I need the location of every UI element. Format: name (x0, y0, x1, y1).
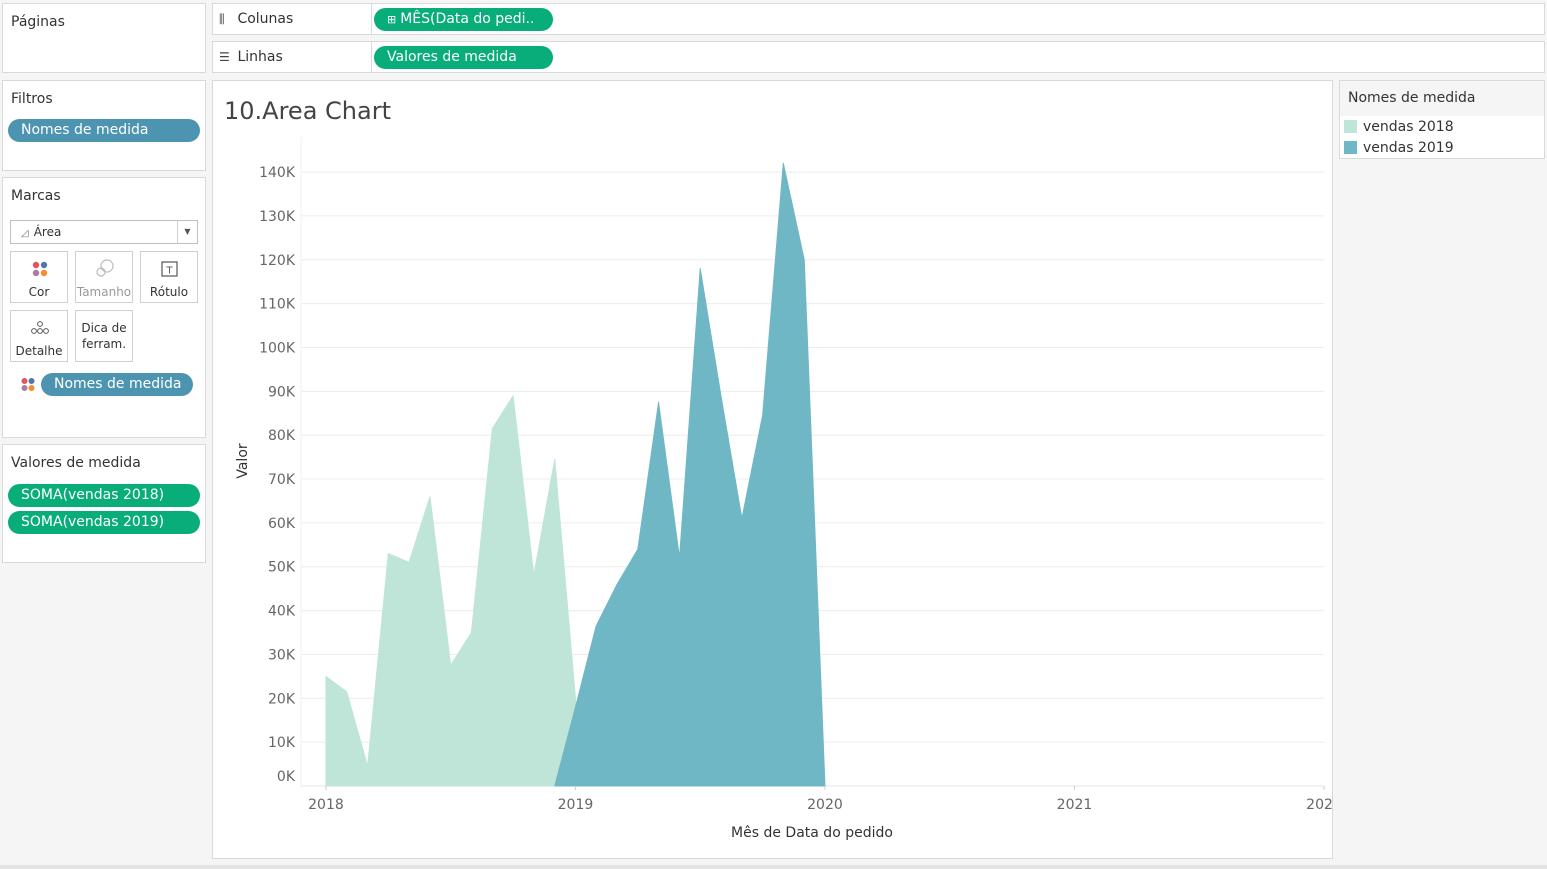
columns-icon: ⫼ (219, 12, 225, 26)
legend-swatch (1344, 141, 1357, 154)
chart-view: 10.Area Chart 0K 10K 20K 30K 40K 50K 60K 70K 80K… (212, 80, 1333, 859)
y-tick-label: 90K (268, 384, 296, 400)
rows-icon: ☰ (219, 50, 230, 64)
color-icon (21, 378, 35, 391)
y-tick-label: 50K (268, 560, 296, 576)
legend-item-2018[interactable]: vendas 2018 (1344, 118, 1454, 136)
columns-shelf-label: ⫼ Colunas (219, 4, 293, 34)
y-tick-label: 20K (268, 691, 296, 707)
y-tick-label: 60K (268, 516, 296, 532)
pages-title: Páginas (11, 14, 65, 30)
expand-icon[interactable]: ⊞ (387, 13, 397, 26)
marks-card: Marcas ◿ Área ▼ Cor Tamanho T Rótulo Deta… (2, 177, 206, 438)
color-icon (32, 261, 48, 277)
x-tick-label: 2021 (1057, 797, 1093, 813)
filters-title: Filtros (11, 91, 53, 107)
marks-title: Marcas (11, 188, 61, 204)
text-icon: T (161, 261, 178, 277)
area-icon: ◿ (21, 228, 29, 239)
legend-item-2019[interactable]: vendas 2019 (1344, 139, 1454, 157)
series-layer (325, 162, 826, 787)
size-button[interactable]: Tamanho (75, 251, 133, 303)
legend-header (1340, 81, 1544, 116)
measure-pill-2019[interactable]: SOMA(vendas 2019) (8, 511, 200, 534)
measure-values-title: Valores de medida (11, 455, 141, 471)
chart-title: 10.Area Chart (224, 97, 391, 125)
columns-pill[interactable]: ⊞ MÊS(Data do pedi.. (374, 8, 553, 31)
y-tick-label: 130K (259, 209, 296, 225)
y-tick-label: 100K (259, 340, 296, 356)
y-tick-label: 30K (268, 647, 296, 663)
y-tick-label: 80K (268, 428, 296, 444)
columns-shelf[interactable]: ⫼ Colunas ⊞ MÊS(Data do pedi.. (212, 3, 1545, 35)
measure-pill-2018[interactable]: SOMA(vendas 2018) (8, 484, 200, 507)
legend-swatch (1344, 120, 1357, 133)
rows-pill[interactable]: Valores de medida (374, 46, 553, 69)
chevron-down-icon[interactable]: ▼ (177, 221, 197, 243)
legend-title: Nomes de medida (1348, 90, 1476, 106)
rows-shelf-label: ☰ Linhas (219, 42, 283, 72)
y-tick-label: 10K (268, 735, 296, 751)
filters-card[interactable]: Filtros Nomes de medida (2, 80, 206, 171)
y-tick-label: 0K (277, 769, 296, 785)
color-button[interactable]: Cor (10, 251, 68, 303)
y-tick-label: 70K (268, 472, 296, 488)
rows-shelf[interactable]: ☰ Linhas Valores de medida (212, 41, 1545, 73)
status-bar (0, 865, 1547, 869)
x-tick-label: 2022 (1306, 797, 1332, 813)
measure-values-card: Valores de medida SOMA(vendas 2018) SOMA… (2, 444, 206, 563)
y-tick-label: 120K (259, 253, 296, 269)
area-series-2019[interactable] (554, 162, 826, 787)
area-chart: 10.Area Chart 0K 10K 20K 30K 40K 50K 60K 70K 80K… (224, 97, 1332, 841)
y-tick-label: 40K (268, 604, 296, 620)
pages-card[interactable]: Páginas (2, 3, 206, 73)
y-tick-label: 140K (259, 165, 296, 181)
color-pill[interactable]: Nomes de medida (41, 373, 193, 396)
y-axis-label: Valor (235, 443, 251, 479)
x-axis-label: Mês de Data do pedido (731, 825, 893, 841)
size-icon (96, 259, 114, 277)
x-tick-label: 2020 (807, 797, 843, 813)
y-tick-label: 110K (259, 297, 296, 313)
label-button[interactable]: T Rótulo (140, 251, 198, 303)
detail-button[interactable]: Detalhe (10, 310, 68, 362)
x-tick-label: 2019 (558, 797, 594, 813)
y-axis-ticks: 0K 10K 20K 30K 40K 50K 60K 70K 80K 90K 100K 110K 120… (259, 165, 296, 785)
svg-text:T: T (165, 266, 173, 277)
x-axis-ticks: 2018 2019 2020 2021 2022 (308, 786, 1332, 813)
grid-lines (300, 137, 1324, 787)
legend-card: Nomes de medida vendas 2018 vendas 2019 (1339, 80, 1545, 159)
detail-icon (31, 321, 49, 334)
mark-type-select[interactable]: ◿ Área ▼ (10, 220, 198, 244)
x-tick-label: 2018 (308, 797, 344, 813)
filter-pill[interactable]: Nomes de medida (8, 119, 200, 142)
tooltip-button[interactable]: Dica de ferram. (75, 310, 133, 362)
area-series-2018[interactable] (325, 395, 576, 787)
